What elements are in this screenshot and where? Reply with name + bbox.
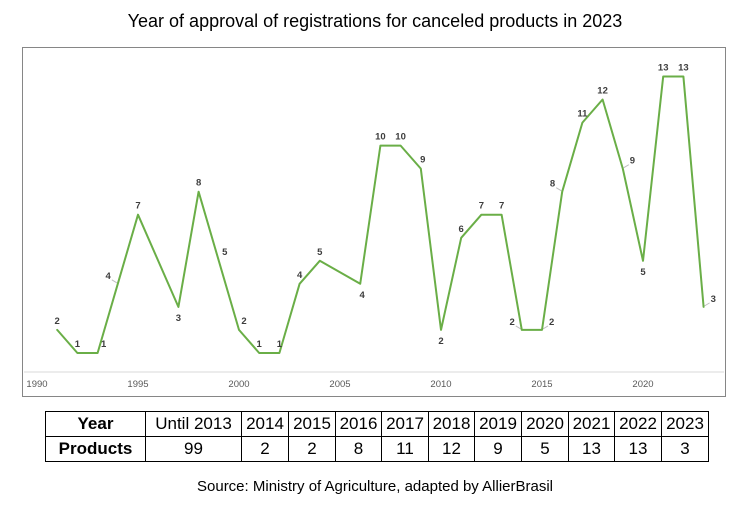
data-point-label: 5 [317, 247, 323, 258]
x-tick-label: 2015 [531, 379, 552, 390]
table-cell: 2020 [521, 411, 569, 437]
table-cell: 12 [428, 436, 475, 462]
label-leader-line [555, 187, 562, 192]
data-point-label: 11 [577, 109, 588, 120]
table-cell: 2014 [241, 411, 289, 437]
data-point-label: 9 [420, 155, 425, 166]
chart-line [56, 75, 705, 354]
label-leader-line [111, 279, 118, 284]
data-point-label: 2 [510, 317, 515, 328]
table-cell: Until 2013 [145, 411, 242, 437]
table-row-products: Products 99 2 2 8 11 12 9 5 13 13 3 [45, 436, 709, 462]
table-cell: 5 [521, 436, 569, 462]
data-point-label: 7 [499, 201, 504, 212]
line-chart: 1990 1995 2000 2005 2010 2015 2020 2 1 1 4 7 3 8 5 2 1 1 4… [22, 47, 726, 397]
table-cell: Products [45, 436, 146, 462]
data-point-label: 5 [640, 267, 646, 278]
label-leader-line [542, 325, 549, 330]
table-cell: 3 [661, 436, 709, 462]
data-point-label: 3 [711, 294, 716, 305]
page-title: Year of approval of registrations for ca… [127, 11, 623, 31]
data-point-label: 1 [75, 339, 81, 350]
table-cell: 9 [474, 436, 522, 462]
data-point-label: 1 [277, 339, 283, 350]
x-tick-label: 2010 [430, 379, 451, 390]
x-tick-label: 1995 [127, 379, 148, 390]
data-point-label: 10 [395, 132, 406, 143]
data-point-label: 8 [550, 179, 555, 190]
table-cell: 8 [335, 436, 382, 462]
x-tick-label: 1990 [26, 379, 47, 390]
table-cell: 2018 [428, 411, 475, 437]
data-point-label: 3 [176, 313, 181, 324]
data-point-label: 4 [297, 270, 303, 281]
table-cell: 2021 [568, 411, 615, 437]
table-cell: 13 [614, 436, 662, 462]
table-cell: 13 [568, 436, 615, 462]
data-point-label: 13 [658, 62, 669, 73]
data-point-label: 6 [459, 224, 464, 235]
table-cell: 2015 [288, 411, 336, 437]
data-point-label: 9 [630, 156, 635, 167]
table-cell: 2017 [381, 411, 429, 437]
data-point-label: 1 [257, 339, 263, 350]
table-cell: 11 [381, 436, 429, 462]
table-cell: 2019 [474, 411, 522, 437]
data-point-label: 4 [360, 290, 366, 301]
source-note: Source: Ministry of Agriculture, adapted… [197, 478, 553, 495]
table-cell: 99 [145, 436, 242, 462]
x-tick-label: 2000 [228, 379, 249, 390]
table-cell: 2022 [614, 411, 662, 437]
label-leader-line [515, 325, 522, 330]
table-cell: 2016 [335, 411, 382, 437]
table-cell: Year [45, 411, 146, 437]
table-cell: 2 [288, 436, 336, 462]
data-point-label: 12 [597, 86, 608, 97]
table-row-year: Year Until 2013 2014 2015 2016 2017 2018… [45, 411, 709, 437]
data-point-label: 5 [222, 247, 228, 258]
data-point-label: 7 [479, 201, 484, 212]
table-cell: 2 [241, 436, 289, 462]
data-point-label: 10 [375, 132, 386, 143]
data-point-label: 1 [101, 339, 107, 350]
data-point-label: 2 [438, 336, 443, 347]
x-tick-label: 2005 [329, 379, 350, 390]
data-point-label: 2 [55, 316, 60, 327]
data-point-label: 4 [106, 271, 112, 282]
data-table: Year Until 2013 2014 2015 2016 2017 2018… [45, 411, 709, 462]
data-point-label: 2 [241, 316, 246, 327]
data-point-label: 2 [549, 317, 554, 328]
x-tick-label: 2020 [632, 379, 653, 390]
table-cell: 2023 [661, 411, 709, 437]
label-leader-line [623, 164, 630, 169]
data-point-label: 7 [135, 201, 140, 212]
data-point-label: 8 [196, 178, 201, 189]
label-leader-line [704, 302, 710, 307]
data-point-label: 13 [678, 62, 689, 73]
